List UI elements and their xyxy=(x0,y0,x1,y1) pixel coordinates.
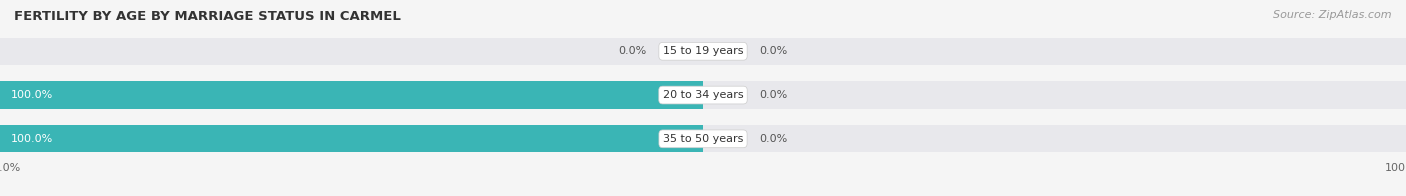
Text: 0.0%: 0.0% xyxy=(759,90,787,100)
Text: 0.0%: 0.0% xyxy=(759,134,787,144)
Bar xyxy=(0,82,703,109)
Text: 15 to 19 years: 15 to 19 years xyxy=(662,46,744,56)
Text: 0.0%: 0.0% xyxy=(619,46,647,56)
Text: 0.0%: 0.0% xyxy=(759,46,787,56)
Text: FERTILITY BY AGE BY MARRIAGE STATUS IN CARMEL: FERTILITY BY AGE BY MARRIAGE STATUS IN C… xyxy=(14,10,401,23)
Bar xyxy=(703,125,1406,152)
Bar xyxy=(0,38,703,65)
Text: 35 to 50 years: 35 to 50 years xyxy=(662,134,744,144)
Bar xyxy=(0,125,703,152)
Text: Source: ZipAtlas.com: Source: ZipAtlas.com xyxy=(1274,10,1392,20)
Bar xyxy=(0,82,703,109)
Text: 100.0%: 100.0% xyxy=(10,90,53,100)
Bar xyxy=(703,38,1406,65)
Text: 20 to 34 years: 20 to 34 years xyxy=(662,90,744,100)
Bar xyxy=(0,125,703,152)
Text: 100.0%: 100.0% xyxy=(10,134,53,144)
Bar xyxy=(703,82,1406,109)
